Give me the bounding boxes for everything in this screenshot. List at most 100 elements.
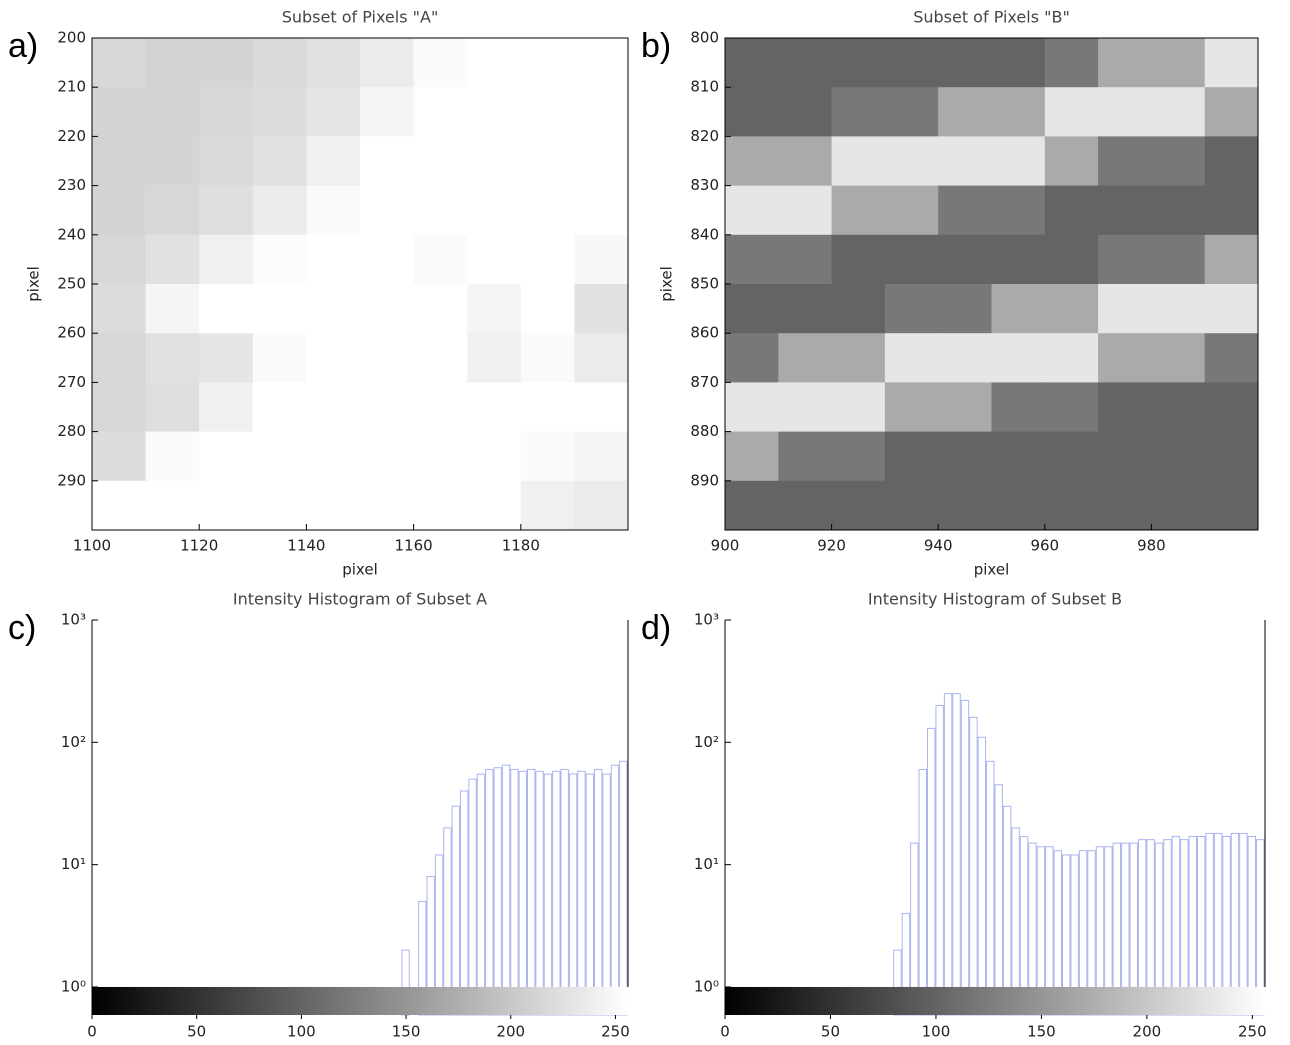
y-tick-label: 830 [690,176,719,194]
y-tick-label: 10² [694,733,719,751]
pixel-cell [360,382,415,433]
y-axis-label: pixel [25,266,43,302]
pixel-cell [991,382,1046,433]
pixel-cell [831,284,886,334]
pixel-cell [725,185,779,236]
pixel-cell [991,136,1046,187]
pixel-cell [1204,234,1259,285]
y-tick-label: 840 [690,225,719,243]
y-tick-label: 10¹ [694,855,719,873]
pixel-cell [991,333,1046,383]
pixel-cell [145,136,200,187]
pixel-cell [1151,480,1206,531]
pixel-cell [467,87,522,137]
pixel-cell [199,333,254,383]
pixel-cell [725,333,779,383]
pixel-cell [360,480,415,531]
pixel-cell [252,284,307,334]
x-tick-label: 1120 [180,537,218,555]
pixel-cell [145,333,200,383]
pixel-cell [306,480,361,531]
pixel-cell [306,185,361,236]
pixel-cell [413,38,468,88]
pixel-cell [884,87,939,137]
pixel-cell [92,87,147,137]
pixel-cell [92,382,147,433]
histogram-bar [935,705,944,1016]
pixel-cell [1098,333,1152,383]
pixel-cell [360,284,415,334]
x-axis-label: pixel [974,561,1010,579]
pixel-cell [199,234,254,285]
pixel-cell [725,284,779,334]
pixel-cell [306,136,361,187]
pixel-cell [778,382,833,433]
pixel-cell [360,431,415,482]
panel-label: b) [641,27,671,65]
histogram-bar [560,768,569,1016]
pixel-cell [467,284,522,334]
pixel-cell [884,333,939,383]
pixel-cell [1044,284,1099,334]
x-tick-label: 50 [187,1023,206,1041]
histogram-bar [602,773,611,1016]
pixel-cell [725,234,779,285]
pixel-cell [884,185,939,236]
pixel-cell [520,87,575,137]
pixel-cell [467,234,522,285]
pixel-cell [884,38,939,88]
panel-label: d) [641,609,671,647]
x-tick-label: 250 [601,1023,630,1041]
y-tick-label: 210 [57,78,86,96]
pixel-cell [778,333,833,383]
pixel-cell [520,382,575,433]
pixel-cell [831,431,886,482]
histogram-bar [460,790,469,1016]
y-tick-label: 230 [57,176,86,194]
histogram-bar [585,773,594,1016]
pixel-cell [1151,38,1206,88]
histogram-bar [943,693,953,1016]
y-tick-label: 290 [57,471,86,489]
y-tick-label: 820 [690,127,719,145]
y-tick-label: 10³ [61,611,86,629]
pixel-cell [938,234,992,285]
pixel-cell [1204,136,1259,187]
pixel-cell [413,284,468,334]
pixel-cell [413,382,468,433]
pixel-cell [574,234,629,285]
pixel-cell [574,87,629,137]
pixel-cell [252,431,307,482]
colorbar [92,986,628,1015]
pixel-cell [199,38,254,88]
histogram-bar [543,773,553,1016]
pixel-cell [1098,87,1152,137]
y-tick-label: 10⁰ [61,977,86,995]
pixel-cell [145,431,200,482]
pixel-cell [252,87,307,137]
pixel-cell [938,87,992,137]
histogram-bar [518,770,527,1016]
pixel-cell [1098,431,1152,482]
pixel-cell [467,480,522,531]
x-tick-label: 200 [1133,1023,1162,1041]
pixel-cell [252,185,307,236]
pixel-cell [574,382,629,433]
pixel-cell [1044,382,1099,433]
pixel-cell [725,136,779,187]
histogram-bar [568,773,578,1016]
pixel-cell [252,382,307,433]
histogram-bar [952,693,961,1016]
y-tick-label: 870 [690,373,719,391]
pixel-cell [520,38,575,88]
pixel-cell [199,431,254,482]
pixel-cell [1204,382,1259,433]
x-tick-label: 200 [496,1023,525,1041]
pixel-cell [884,234,939,285]
y-axis-label: pixel [658,266,676,302]
pixel-cell [884,480,939,531]
pixel-cell [199,382,254,433]
x-tick-label: 1180 [502,537,540,555]
pixel-cell [467,431,522,482]
pixel-cell [199,284,254,334]
